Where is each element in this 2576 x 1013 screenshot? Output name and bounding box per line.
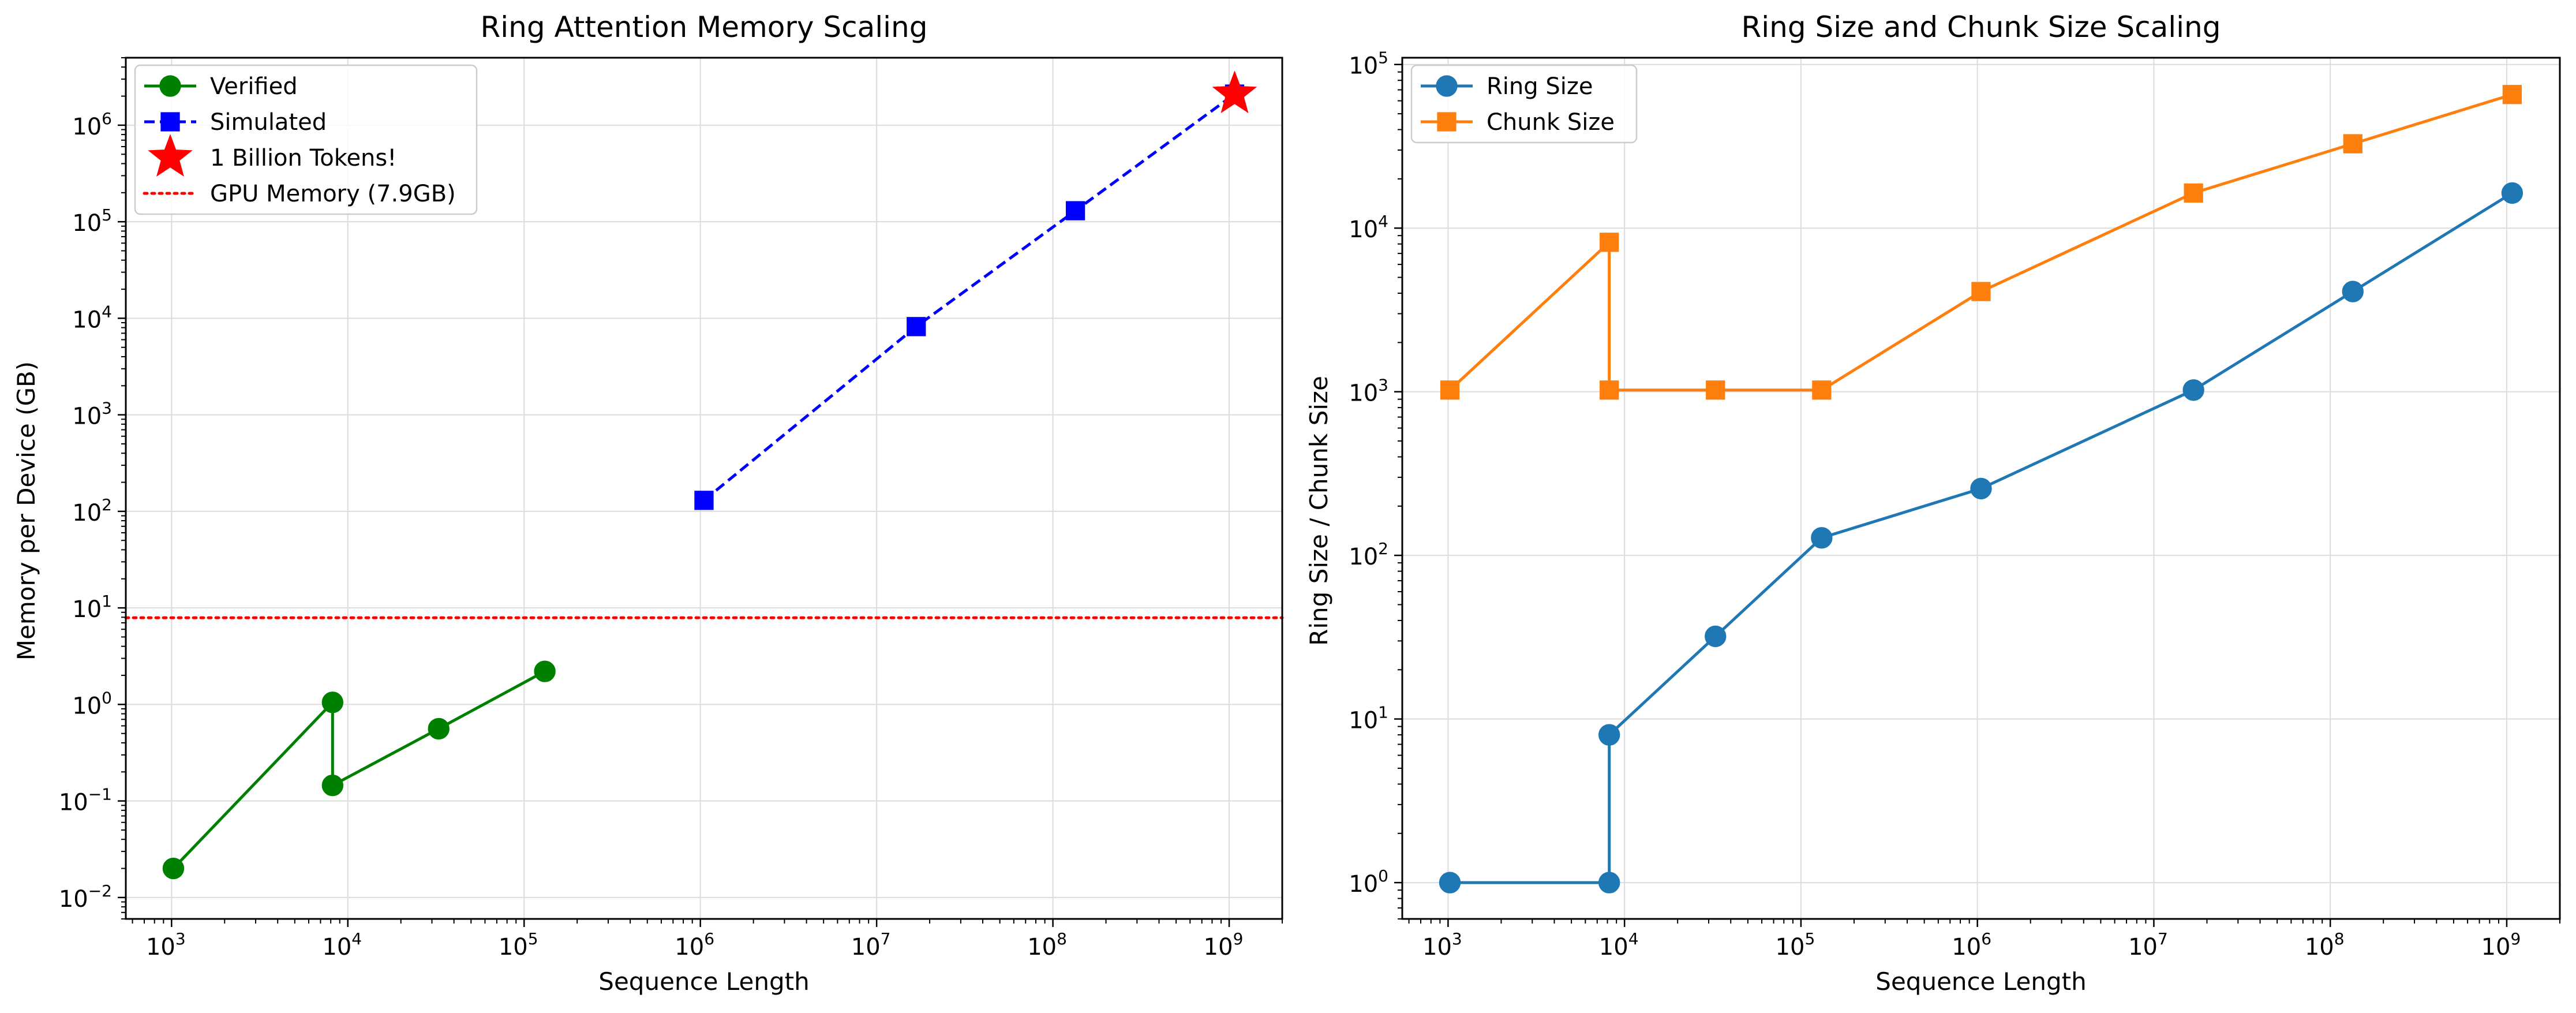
y-tick-label: 101 — [72, 592, 112, 623]
data-point — [2502, 85, 2522, 104]
y-tick-label: 102 — [1349, 539, 1388, 570]
y-axis-label: Memory per Device (GB) — [12, 361, 40, 660]
data-point — [1598, 724, 1620, 746]
legend-label: Verified — [210, 73, 298, 100]
data-point — [321, 774, 343, 797]
series-chunk-size — [1440, 85, 2522, 400]
x-tick-label: 106 — [1952, 929, 1991, 960]
legend-marker — [148, 134, 193, 177]
data-point — [2342, 281, 2364, 302]
legend: Ring Size Chunk Size — [1410, 64, 1638, 144]
legend: Verified Simulated 1 Billion Tokens! GPU Me… — [134, 64, 478, 215]
y-tick-label: 100 — [72, 688, 112, 719]
legend-label: 1 Billion Tokens! — [210, 145, 396, 171]
x-tick-label: 105 — [499, 929, 538, 960]
data-point — [1600, 233, 1619, 252]
memory-scaling-chart: Ring Attention Memory Scaling Sequence L… — [12, 10, 1284, 996]
y-tick-label: 106 — [72, 109, 112, 140]
data-point — [1811, 527, 1833, 549]
data-point — [1065, 201, 1085, 220]
data-point — [694, 491, 714, 510]
data-point — [2184, 183, 2203, 203]
data-point — [2182, 379, 2204, 401]
y-tick-label: 10−1 — [59, 785, 112, 816]
data-point — [1971, 282, 1991, 301]
y-tick-label: 103 — [1349, 376, 1388, 407]
data-point — [1212, 70, 1257, 114]
x-tick-label: 107 — [851, 929, 891, 960]
x-tick-label: 109 — [1204, 929, 1244, 960]
y-tick-label: 100 — [1349, 866, 1388, 898]
legend-item: 1 Billion Tokens! — [148, 134, 396, 177]
data-point — [1598, 872, 1620, 894]
y-tick-label: 101 — [1349, 703, 1388, 734]
data-point — [162, 857, 185, 880]
x-tick-label: 104 — [322, 929, 362, 960]
data-point — [1970, 477, 1992, 500]
x-tick-label: 104 — [1599, 929, 1639, 960]
legend-marker — [160, 112, 180, 132]
series-verified — [162, 660, 556, 880]
y-tick-label: 10−2 — [59, 881, 112, 913]
data-point — [2501, 182, 2523, 204]
legend-marker — [1437, 112, 1457, 132]
data-point — [1812, 380, 1832, 400]
legend-marker — [1436, 75, 1458, 97]
data-point — [1706, 380, 1725, 400]
legend-label: Chunk Size — [1487, 109, 1615, 136]
x-axis-label: Sequence Length — [1875, 967, 2086, 996]
data-point — [1600, 380, 1619, 400]
legend-marker — [159, 75, 181, 97]
plot-frame — [1401, 57, 2561, 920]
grid-layer — [126, 58, 1282, 919]
legend-box — [134, 64, 478, 215]
series-line — [703, 92, 1235, 502]
chart-title: Ring Size and Chunk Size Scaling — [1742, 10, 2221, 44]
x-tick-label: 103 — [1422, 929, 1462, 960]
legend-label: GPU Memory (7.9GB) — [210, 181, 456, 207]
y-tick-label: 103 — [72, 399, 112, 430]
y-tick-label: 104 — [1349, 212, 1388, 243]
legend-item: Ring Size — [1421, 73, 1593, 100]
legend-label: Ring Size — [1487, 73, 1593, 100]
x-tick-label: 105 — [1776, 929, 1815, 960]
plot-layer — [1439, 85, 2523, 894]
y-axis-label: Ring Size / Chunk Size — [1305, 376, 1333, 646]
data-point — [534, 660, 556, 682]
y-tick-label: 105 — [1349, 48, 1388, 80]
data-point — [428, 717, 450, 740]
y-tick-label: 102 — [72, 495, 112, 526]
series-1-billion-tokens — [1212, 70, 1257, 114]
ring-chunk-scaling-chart: Ring Size and Chunk Size Scaling Sequenc… — [1305, 10, 2561, 996]
x-tick-label: 107 — [2128, 929, 2168, 960]
data-point — [1440, 380, 1460, 400]
x-axis-label: Sequence Length — [598, 967, 809, 996]
y-tick-label: 104 — [72, 302, 112, 333]
plot-frame — [125, 57, 1283, 920]
legend-item: Verified — [144, 73, 298, 100]
legend-item: GPU Memory (7.9GB) — [143, 181, 456, 207]
chart-title: Ring Attention Memory Scaling — [481, 10, 928, 44]
x-tick-label: 109 — [2481, 929, 2521, 960]
legend-item: Simulated — [144, 109, 327, 136]
data-point — [1439, 872, 1461, 894]
data-point — [907, 317, 926, 337]
x-tick-label: 106 — [675, 929, 714, 960]
y-tick-label: 105 — [72, 205, 112, 237]
series-ring-size — [1439, 182, 2523, 894]
data-point — [321, 691, 343, 713]
legend-label: Simulated — [210, 109, 327, 136]
legend-item: Chunk Size — [1421, 109, 1615, 136]
x-tick-label: 108 — [2305, 929, 2345, 960]
plot-layer — [124, 70, 1284, 880]
data-point — [2343, 134, 2362, 154]
x-tick-label: 103 — [146, 929, 186, 960]
x-tick-label: 108 — [1027, 929, 1067, 960]
data-point — [1705, 625, 1727, 648]
